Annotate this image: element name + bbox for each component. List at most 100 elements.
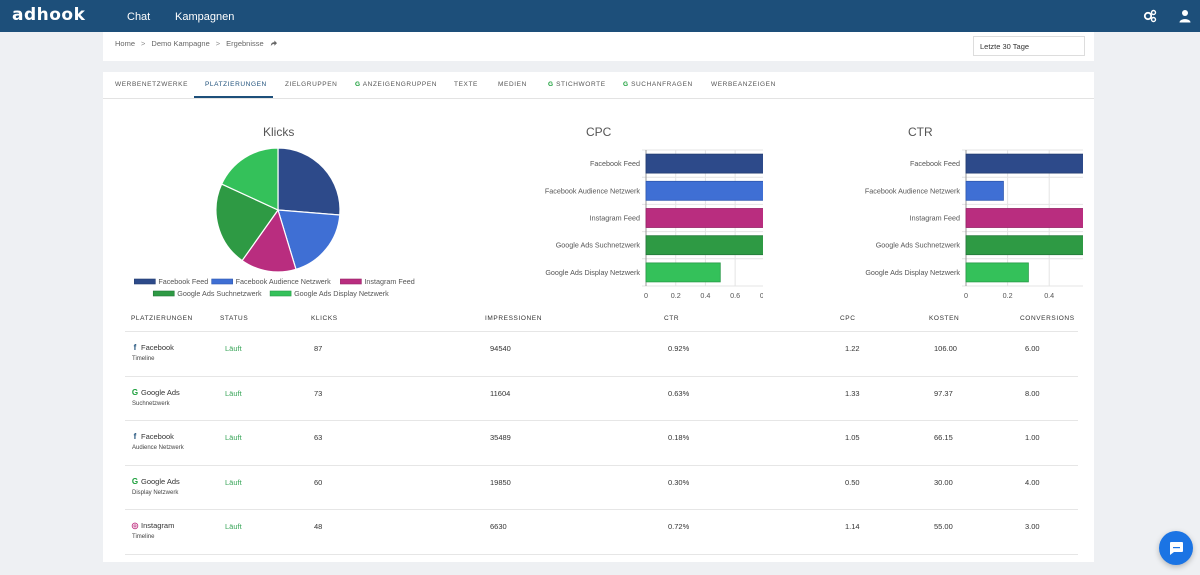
bar-2[interactable]	[965, 180, 1004, 201]
x-tick-label: 0.8	[760, 291, 763, 300]
y-tick-label: Google Ads Display Netzwerk	[545, 268, 640, 277]
y-tick-label: Facebook Audience Netzwerk	[865, 186, 960, 195]
results-tabs: WERBENETZWERKE PLATZIERUNGEN ZIELGRUPPEN…	[103, 72, 1094, 99]
x-tick-label: 0	[644, 291, 648, 300]
breadcrumb-separator: >	[141, 39, 146, 48]
cell-conversions: 4.00	[1025, 477, 1040, 487]
col-header-cpc[interactable]: CPC	[840, 315, 856, 322]
bar-4[interactable]	[645, 235, 763, 256]
cell-cpc: 1.22	[845, 344, 860, 353]
y-tick-label: Instagram Feed	[910, 214, 960, 223]
col-header-kosten[interactable]: KOSTEN	[929, 315, 960, 322]
cell-klicks: 87	[314, 344, 323, 353]
y-tick-label: Instagram Feed	[590, 214, 640, 223]
google-icon: G	[131, 387, 139, 397]
bar-3[interactable]	[965, 208, 1083, 228]
ctr-chart-title: CTR	[908, 125, 933, 139]
cell-conversions: 3.00	[1025, 522, 1040, 532]
network-name: Google Ads	[141, 387, 180, 397]
tab-werbenetzwerke[interactable]: WERBENETZWERKE	[115, 81, 189, 88]
x-tick-label: 0.4	[1044, 291, 1054, 300]
legend-label[interactable]: Instagram Feed	[364, 277, 414, 286]
x-tick-label: 0.6	[730, 291, 740, 300]
chat-bubble-icon	[1170, 542, 1183, 555]
status-badge[interactable]: Läuft	[225, 477, 242, 487]
nav-chat-link[interactable]: Chat	[127, 11, 151, 23]
cell-cpc: 1.33	[845, 388, 860, 398]
col-header-conversions[interactable]: CONVERSIONS	[1020, 315, 1075, 322]
placement-network[interactable]: ◎ Instagram	[131, 521, 175, 531]
pie-slice-2[interactable]	[277, 209, 341, 271]
status-badge[interactable]: Läuft	[225, 522, 242, 532]
legend-label[interactable]: Facebook Feed	[158, 277, 208, 286]
google-icon: G	[131, 476, 139, 486]
bar-2[interactable]	[645, 180, 763, 201]
bar-4[interactable]	[965, 235, 1083, 256]
legend-swatch	[340, 278, 362, 285]
cell-kosten: 55.00	[934, 522, 953, 532]
gears-icon[interactable]	[1143, 9, 1157, 23]
col-header-impressionen[interactable]: IMPRESSIONEN	[485, 315, 543, 322]
breadcrumb-results[interactable]: Ergebnisse	[226, 39, 264, 48]
status-badge[interactable]: Läuft	[225, 344, 242, 353]
date-range-select[interactable]: Letzte 30 Tage	[973, 36, 1085, 56]
tab-medien[interactable]: MEDIEN	[498, 81, 527, 88]
pie-slice-5[interactable]	[220, 147, 279, 211]
pie-slice-3[interactable]	[241, 208, 297, 273]
tab-werbeanzeigen[interactable]: WERBEANZEIGEN	[711, 81, 776, 88]
row-divider	[125, 464, 1078, 466]
user-icon[interactable]	[1178, 9, 1192, 23]
status-badge[interactable]: Läuft	[225, 433, 242, 443]
chat-launcher-button[interactable]	[1159, 531, 1193, 565]
klicks-pie-chart: Facebook Feed Facebook Audience Netzwerk I…	[134, 147, 415, 298]
col-header-ctr[interactable]: CTR	[664, 315, 680, 322]
instagram-icon: ◎	[131, 521, 139, 531]
cell-conversions: 1.00	[1025, 433, 1040, 443]
network-name: Google Ads	[141, 476, 180, 486]
placement-network[interactable]: f Facebook	[131, 343, 174, 352]
cell-kosten: 66.15	[934, 433, 953, 443]
tab-texte[interactable]: TEXTE	[454, 81, 478, 88]
legend-label[interactable]: Google Ads Suchnetzwerk	[177, 289, 262, 298]
breadcrumb-campaign[interactable]: Demo Kampagne	[151, 39, 210, 48]
placement-network[interactable]: G Google Ads	[131, 388, 180, 397]
y-tick-label: Facebook Feed	[590, 159, 640, 168]
bar-1[interactable]	[645, 153, 763, 174]
bar-1[interactable]	[965, 153, 1083, 174]
bar-5[interactable]	[965, 262, 1029, 283]
bar-3[interactable]	[645, 208, 763, 228]
placement-type: Timeline	[132, 356, 155, 362]
network-name: Facebook	[141, 343, 174, 352]
tab-stichworte[interactable]: G STICHWORTE	[548, 81, 606, 88]
placement-network[interactable]: G Google Ads	[131, 477, 180, 486]
tab-anzeigengruppen[interactable]: G ANZEIGENGRUPPEN	[355, 81, 438, 88]
y-tick-label: Google Ads Display Netzwerk	[865, 268, 960, 277]
placement-type: Timeline	[132, 534, 155, 541]
status-badge[interactable]: Läuft	[225, 388, 242, 398]
col-header-platzierungen[interactable]: PLATZIERUNGEN	[131, 315, 193, 322]
tab-zielgruppen[interactable]: ZIELGRUPPEN	[285, 81, 338, 88]
y-tick-label: Google Ads Suchnetzwerk	[876, 241, 961, 250]
tab-suchanfragen[interactable]: G SUCHANFRAGEN	[623, 81, 693, 88]
network-name: Facebook	[141, 432, 174, 442]
nav-kampagnen-link[interactable]: Kampagnen	[175, 11, 235, 23]
cell-cpc: 1.14	[845, 522, 860, 532]
breadcrumb-home[interactable]: Home	[115, 39, 136, 48]
legend-label[interactable]: Google Ads Display Netzwerk	[294, 289, 389, 298]
placement-type: Suchnetzwerk	[132, 400, 170, 407]
placement-type: Audience Netzwerk	[132, 445, 184, 452]
x-tick-label: 0	[964, 291, 968, 300]
pie-slice-1[interactable]	[277, 147, 341, 216]
share-arrow-icon[interactable]	[270, 40, 277, 47]
tab-platzierungen[interactable]: PLATZIERUNGEN	[205, 81, 267, 88]
app-logo[interactable]: adhook	[12, 5, 86, 25]
col-header-klicks[interactable]: KLICKS	[311, 315, 338, 322]
placement-network[interactable]: f Facebook	[131, 432, 174, 441]
cell-impressionen: 94540	[490, 344, 511, 353]
bar-5[interactable]	[645, 262, 721, 283]
cell-cpc: 0.50	[845, 477, 860, 487]
col-header-status[interactable]: STATUS	[220, 315, 249, 322]
top-navbar: adhook Chat Kampagnen	[0, 0, 1200, 32]
legend-label[interactable]: Facebook Audience Netzwerk	[236, 277, 331, 286]
